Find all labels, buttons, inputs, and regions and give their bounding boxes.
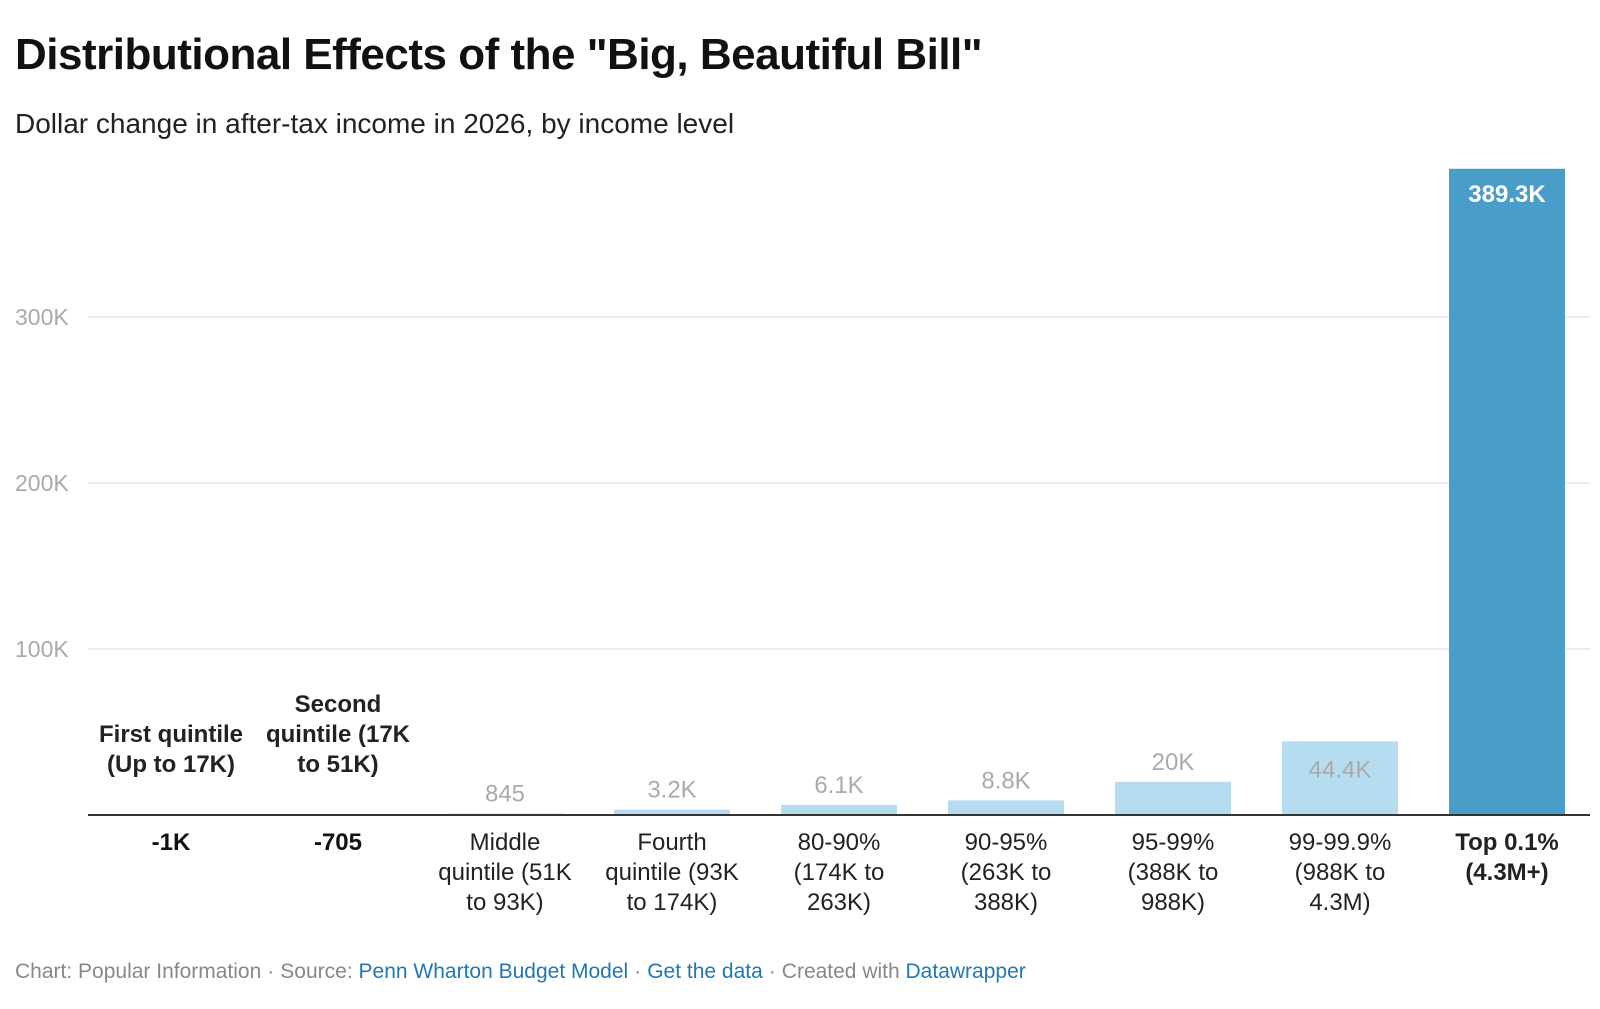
category-label: (174K to xyxy=(794,859,885,886)
category-label: to 174K) xyxy=(627,889,718,916)
value-label: 845 xyxy=(485,781,525,808)
category-label: Fourth xyxy=(637,829,706,856)
category-label: 80-90% xyxy=(798,829,881,856)
category-label: 95-99% xyxy=(1132,829,1215,856)
chart-title: Distributional Effects of the "Big, Beau… xyxy=(15,30,983,79)
value-label: 6.1K xyxy=(814,772,863,799)
footer-separator: · xyxy=(634,960,642,983)
value-label: 8.8K xyxy=(981,767,1030,794)
category-label: quintile (51K xyxy=(438,859,571,886)
category-label: 388K) xyxy=(974,889,1038,916)
category-label: Second xyxy=(295,691,382,718)
value-label: 20K xyxy=(1152,749,1195,776)
category-label: (388K to xyxy=(1128,859,1219,886)
category-label: First quintile xyxy=(99,721,243,748)
source-link[interactable]: Penn Wharton Budget Model xyxy=(358,960,629,983)
value-label: -1K xyxy=(152,829,191,856)
value-label: 389.3K xyxy=(1468,181,1546,208)
chart-subtitle: Dollar change in after-tax income in 202… xyxy=(15,108,735,139)
category-label: 99-99.9% xyxy=(1289,829,1392,856)
datawrapper-link[interactable]: Datawrapper xyxy=(905,960,1026,983)
category-label: 263K) xyxy=(807,889,871,916)
created-label: Created with xyxy=(781,960,900,983)
source-label: Source: xyxy=(280,960,353,983)
category-label: to 93K) xyxy=(466,889,543,916)
category-label: (4.3M+) xyxy=(1465,859,1548,886)
category-label: quintile (93K xyxy=(605,859,738,886)
chart-footer: Chart: Popular Information · Source: Penn … xyxy=(15,960,1026,984)
get-data-link[interactable]: Get the data xyxy=(647,960,763,983)
chart-credit: Chart: Popular Information xyxy=(15,960,262,983)
bar xyxy=(1282,741,1398,815)
y-tick-label: 300K xyxy=(15,304,69,330)
bar xyxy=(614,809,730,815)
category-label: quintile (17K xyxy=(266,721,411,748)
category-label: Middle xyxy=(470,829,541,856)
value-label: 44.4K xyxy=(1309,756,1372,783)
bar xyxy=(1449,168,1565,816)
footer-separator: · xyxy=(267,960,275,983)
y-tick-label: 100K xyxy=(15,636,69,662)
y-tick-label: 200K xyxy=(15,470,69,496)
bar xyxy=(781,804,897,815)
category-label: 988K) xyxy=(1141,889,1205,916)
category-label: 4.3M) xyxy=(1309,889,1370,916)
value-label: 3.2K xyxy=(647,777,696,804)
category-label: 90-95% xyxy=(965,829,1048,856)
category-label: (988K to xyxy=(1295,859,1386,886)
category-label: (Up to 17K) xyxy=(107,751,235,778)
category-label: to 51K) xyxy=(297,751,378,778)
bar xyxy=(948,800,1064,815)
footer-separator: · xyxy=(768,960,776,983)
bar xyxy=(1115,781,1231,815)
value-label: -705 xyxy=(314,829,362,856)
category-label: (263K to xyxy=(961,859,1052,886)
category-label: Top 0.1% xyxy=(1455,829,1559,856)
